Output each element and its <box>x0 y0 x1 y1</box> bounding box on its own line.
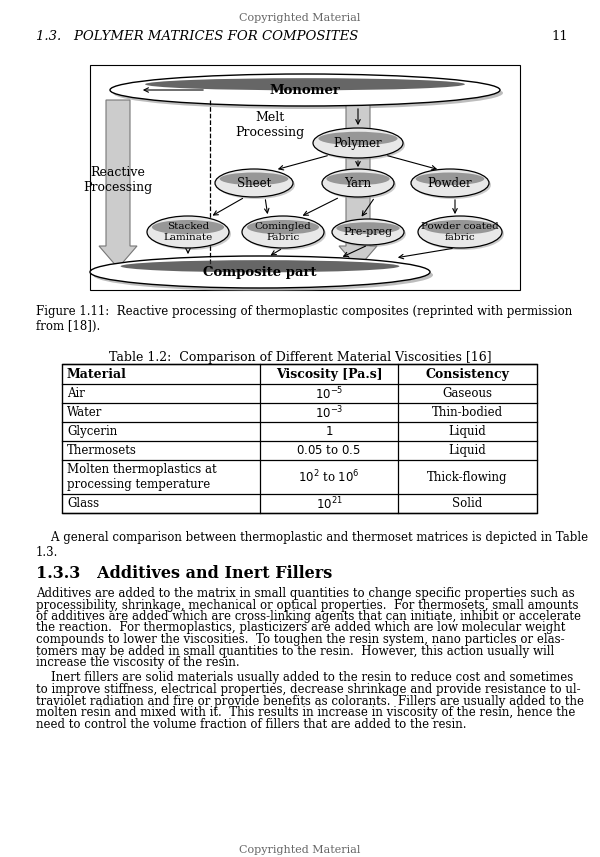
Ellipse shape <box>147 216 229 248</box>
Text: Figure 1.11:  Reactive processing of thermoplastic composites (reprinted with pe: Figure 1.11: Reactive processing of ther… <box>36 305 572 333</box>
Ellipse shape <box>247 220 319 235</box>
Text: Thick-flowing: Thick-flowing <box>427 470 508 483</box>
Text: to improve stiffness, electrical properties, decrease shrinkage and provide resi: to improve stiffness, electrical propert… <box>36 683 581 696</box>
Text: Sheet: Sheet <box>237 177 271 189</box>
Ellipse shape <box>121 261 400 273</box>
Text: A general comparison between thermoplastic and thermoset matrices is depicted in: A general comparison between thermoplast… <box>36 531 588 559</box>
Text: Glass: Glass <box>67 497 99 510</box>
Ellipse shape <box>418 216 502 248</box>
Ellipse shape <box>152 220 224 235</box>
Ellipse shape <box>313 128 403 158</box>
Text: Consistency: Consistency <box>425 368 509 381</box>
Ellipse shape <box>113 77 503 109</box>
Text: Molten thermoplastics at
processing temperature: Molten thermoplastics at processing temp… <box>67 463 217 491</box>
Text: 1.3.3   Additives and Inert Fillers: 1.3.3 Additives and Inert Fillers <box>36 565 332 582</box>
Text: the reaction.  For thermoplastics, plasticizers are added which are low molecula: the reaction. For thermoplastics, plasti… <box>36 621 565 634</box>
Polygon shape <box>99 100 137 268</box>
Ellipse shape <box>145 78 465 90</box>
Text: Powder: Powder <box>428 177 472 189</box>
Text: Reactive
Processing: Reactive Processing <box>83 166 152 194</box>
Ellipse shape <box>215 169 293 197</box>
Ellipse shape <box>217 171 295 199</box>
Text: $10^{-5}$: $10^{-5}$ <box>315 385 343 402</box>
Text: $10^{-3}$: $10^{-3}$ <box>315 405 343 421</box>
Polygon shape <box>339 100 377 268</box>
Text: Melt
Processing: Melt Processing <box>235 111 305 139</box>
Text: Table 1.2:  Comparison of Different Material Viscosities [16]: Table 1.2: Comparison of Different Mater… <box>109 351 491 364</box>
Text: Solid: Solid <box>452 497 482 510</box>
Ellipse shape <box>110 74 500 106</box>
Text: Viscosity [Pa.s]: Viscosity [Pa.s] <box>275 368 382 381</box>
Ellipse shape <box>244 218 326 250</box>
Text: Composite part: Composite part <box>203 266 317 279</box>
Text: Additives are added to the matrix in small quantities to change specific propert: Additives are added to the matrix in sma… <box>36 587 575 600</box>
Text: compounds to lower the viscosities.  To toughen the resin system, nano particles: compounds to lower the viscosities. To t… <box>36 633 565 646</box>
Ellipse shape <box>220 172 289 185</box>
Text: increase the viscosity of the resin.: increase the viscosity of the resin. <box>36 656 239 669</box>
Text: $10^{2}$ to $10^{6}$: $10^{2}$ to $10^{6}$ <box>298 469 360 485</box>
Ellipse shape <box>90 256 430 288</box>
Text: Pre-preg: Pre-preg <box>343 227 392 237</box>
Text: Inert fillers are solid materials usually added to the resin to reduce cost and : Inert fillers are solid materials usuall… <box>36 672 573 685</box>
Text: 11: 11 <box>551 30 568 43</box>
Text: Monomer: Monomer <box>269 83 340 97</box>
Text: Copyrighted Material: Copyrighted Material <box>239 845 361 855</box>
Text: Water: Water <box>67 406 103 419</box>
Ellipse shape <box>149 218 231 250</box>
Text: $0.05$ to $0.5$: $0.05$ to $0.5$ <box>296 444 362 457</box>
FancyBboxPatch shape <box>90 65 520 290</box>
Text: need to control the volume fraction of fillers that are added to the resin.: need to control the volume fraction of f… <box>36 717 467 730</box>
Text: 1.3.   POLYMER MATRICES FOR COMPOSITES: 1.3. POLYMER MATRICES FOR COMPOSITES <box>36 30 358 43</box>
Ellipse shape <box>326 172 389 185</box>
Ellipse shape <box>416 172 484 185</box>
Text: Glycerin: Glycerin <box>67 425 117 438</box>
Text: Yarn: Yarn <box>344 177 371 189</box>
Ellipse shape <box>423 220 497 235</box>
Ellipse shape <box>337 222 400 234</box>
Text: Polymer: Polymer <box>334 136 382 149</box>
Text: Thermosets: Thermosets <box>67 444 137 457</box>
Text: Stacked
Laminate: Stacked Laminate <box>163 222 212 242</box>
Ellipse shape <box>242 216 324 248</box>
Text: Comingled
Fabric: Comingled Fabric <box>254 222 311 242</box>
Text: of additives are added which are cross-linking agents that can initiate, inhibit: of additives are added which are cross-l… <box>36 610 581 623</box>
Ellipse shape <box>420 218 504 250</box>
Ellipse shape <box>319 132 398 145</box>
Ellipse shape <box>334 221 406 247</box>
Text: Air: Air <box>67 387 85 400</box>
Ellipse shape <box>93 259 433 291</box>
Ellipse shape <box>322 169 394 197</box>
Text: $1$: $1$ <box>325 425 333 438</box>
Text: tomers may be added in small quantities to the resin.  However, this action usua: tomers may be added in small quantities … <box>36 644 554 657</box>
Text: molten resin and mixed with it.  This results in increase in viscosity of the re: molten resin and mixed with it. This res… <box>36 706 575 719</box>
Text: traviolet radiation and fire or provide benefits as colorants.  Fillers are usua: traviolet radiation and fire or provide … <box>36 694 584 708</box>
Text: Material: Material <box>67 368 127 381</box>
Ellipse shape <box>413 171 491 199</box>
Text: Copyrighted Material: Copyrighted Material <box>239 13 361 23</box>
Text: processibility, shrinkage, mechanical or optical properties.  For thermosets, sm: processibility, shrinkage, mechanical or… <box>36 598 578 612</box>
Text: Liquid: Liquid <box>449 444 487 457</box>
Text: Thin-bodied: Thin-bodied <box>432 406 503 419</box>
Ellipse shape <box>324 171 396 199</box>
Ellipse shape <box>411 169 489 197</box>
Ellipse shape <box>315 130 405 160</box>
FancyBboxPatch shape <box>62 364 537 513</box>
Text: Liquid: Liquid <box>449 425 487 438</box>
Text: $10^{21}$: $10^{21}$ <box>316 495 343 512</box>
Text: Gaseous: Gaseous <box>443 387 493 400</box>
Ellipse shape <box>332 219 404 245</box>
Text: Powder coated
fabric: Powder coated fabric <box>421 222 499 242</box>
